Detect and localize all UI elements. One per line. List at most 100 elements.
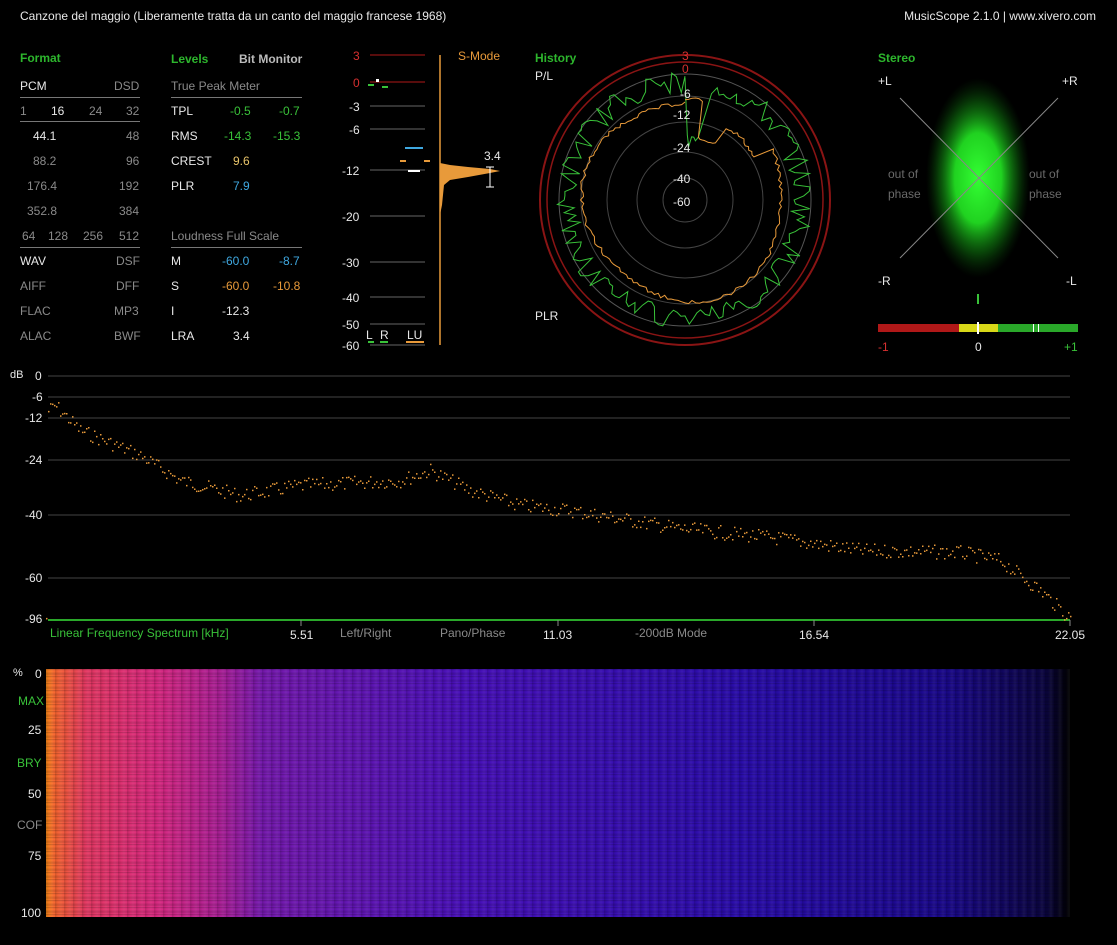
spectrum-y-0: 0 bbox=[35, 369, 42, 383]
spectrum-bin bbox=[882, 554, 884, 556]
crest-label: CREST bbox=[171, 154, 212, 168]
spectrum-bin bbox=[388, 479, 390, 481]
spectrum-bin bbox=[264, 496, 266, 498]
spectrum-bin bbox=[976, 562, 978, 564]
spectrum-bin bbox=[380, 483, 382, 485]
spectrum-x-22-05: 22.05 bbox=[1055, 628, 1086, 642]
stereo-goniometer bbox=[899, 78, 1059, 304]
spectrum-bin bbox=[1054, 609, 1056, 611]
spectrum-bin bbox=[622, 520, 624, 522]
spectrum-bin bbox=[512, 503, 514, 505]
spectrum-bin bbox=[584, 514, 586, 516]
s-mode-toggle[interactable]: S-Mode bbox=[458, 49, 501, 63]
spectrum-bin bbox=[550, 513, 552, 515]
mode-200db[interactable]: -200dB Mode bbox=[635, 626, 708, 640]
spectrum-bin bbox=[474, 492, 476, 495]
spectrum-bin bbox=[972, 550, 974, 552]
lra-value: 3.4 bbox=[233, 329, 250, 343]
spectrum-bin bbox=[724, 539, 726, 541]
spectrum-bin bbox=[478, 497, 480, 499]
spectrum-bin bbox=[54, 404, 56, 407]
spectrum-bin bbox=[1030, 589, 1032, 591]
spectrum-bin bbox=[714, 537, 716, 540]
spectrum-bin bbox=[344, 488, 346, 490]
spectrogram-tick-25: 25 bbox=[28, 723, 42, 737]
spectrum-bin bbox=[650, 519, 652, 522]
spectrum-bin bbox=[568, 512, 570, 515]
spectrum-bin bbox=[354, 475, 356, 478]
spectrum-bin bbox=[86, 428, 88, 430]
spectrum-bin bbox=[890, 556, 892, 559]
spectrum-bin bbox=[296, 483, 298, 486]
momentary-right-value: -8.7 bbox=[279, 254, 300, 268]
spectrum-bin bbox=[592, 514, 594, 517]
spectrum-x-16-54: 16.54 bbox=[799, 628, 830, 642]
divider bbox=[20, 97, 140, 98]
spectrum-bin bbox=[844, 550, 846, 553]
spectrum-bin bbox=[786, 534, 788, 536]
spectrum-bin bbox=[48, 410, 50, 413]
spectrum-bin bbox=[612, 515, 614, 517]
spectrum-bin bbox=[964, 558, 966, 560]
spectrum-bin bbox=[132, 457, 134, 460]
spectrum-bin bbox=[400, 486, 402, 489]
spectrum-bin bbox=[66, 413, 68, 415]
spectrum-bin bbox=[828, 550, 830, 552]
spectrum-bin bbox=[318, 483, 320, 486]
spectrum-bin bbox=[758, 529, 760, 531]
spectrum-bin bbox=[214, 484, 216, 486]
lra-label: LRA bbox=[171, 329, 195, 343]
spectrum-bin bbox=[836, 542, 838, 544]
spectrum-bin bbox=[80, 425, 82, 427]
mode-pano-phase[interactable]: Pano/Phase bbox=[440, 626, 506, 640]
out-of-phase-left-label: out of phase bbox=[888, 167, 921, 201]
spectrogram-max-label: MAX bbox=[18, 694, 45, 708]
spectrum-bin bbox=[434, 471, 436, 473]
spectrum-bin bbox=[944, 558, 946, 560]
spectrum-bin bbox=[450, 477, 452, 479]
spectrum-bin bbox=[1012, 571, 1014, 573]
spectrum-bin bbox=[480, 488, 482, 490]
spectrum-bin bbox=[548, 509, 550, 512]
spectrum-bin bbox=[274, 483, 276, 485]
tab-levels[interactable]: Levels bbox=[171, 52, 209, 66]
spectrum-bin bbox=[1018, 568, 1020, 570]
spectrum-bin bbox=[68, 421, 70, 424]
spectrum-bin bbox=[896, 549, 898, 551]
spectrum-bin bbox=[268, 495, 270, 497]
rate-44-1: 44.1 bbox=[33, 129, 57, 143]
spectrum-bin bbox=[356, 483, 358, 486]
spectrum-bin bbox=[606, 516, 608, 519]
spectrum-bin bbox=[418, 477, 420, 479]
tab-bit-monitor[interactable]: Bit Monitor bbox=[239, 52, 303, 66]
spectrum-bin bbox=[440, 470, 442, 472]
history-radial-graph bbox=[539, 54, 831, 346]
spectrum-x-11-03: 11.03 bbox=[543, 628, 573, 642]
spectrum-bin bbox=[184, 477, 186, 479]
spectrum-bin bbox=[1004, 565, 1006, 568]
spectrum-bin bbox=[692, 523, 694, 525]
spectrum-bin bbox=[780, 535, 782, 538]
spectrum-bin bbox=[170, 472, 172, 475]
spectrum-bin bbox=[532, 499, 534, 502]
spectrum-bin bbox=[788, 536, 790, 539]
spectrum-bin bbox=[258, 494, 260, 497]
spectrum-bin bbox=[272, 483, 274, 485]
spectrum-bin bbox=[770, 537, 772, 539]
file-aiff: AIFF bbox=[20, 279, 46, 293]
spectrum-bin bbox=[542, 510, 544, 512]
spectrum-bin bbox=[210, 485, 212, 487]
spectrum-bin bbox=[284, 482, 286, 485]
spectrum-bin bbox=[230, 493, 232, 496]
mode-left-right[interactable]: Left/Right bbox=[340, 626, 392, 640]
spectrum-bin bbox=[514, 508, 516, 511]
spectrum-bin bbox=[430, 463, 432, 466]
rate-88-2: 88.2 bbox=[33, 154, 57, 168]
history-pl-label: P/L bbox=[535, 69, 554, 83]
spectrum-bin bbox=[904, 549, 906, 552]
spectrum-bin bbox=[734, 526, 736, 529]
spectrum-bin bbox=[806, 547, 808, 549]
rate-352-8: 352.8 bbox=[27, 204, 58, 218]
spectrum-bin bbox=[498, 497, 500, 499]
spectrum-bin bbox=[472, 496, 474, 498]
